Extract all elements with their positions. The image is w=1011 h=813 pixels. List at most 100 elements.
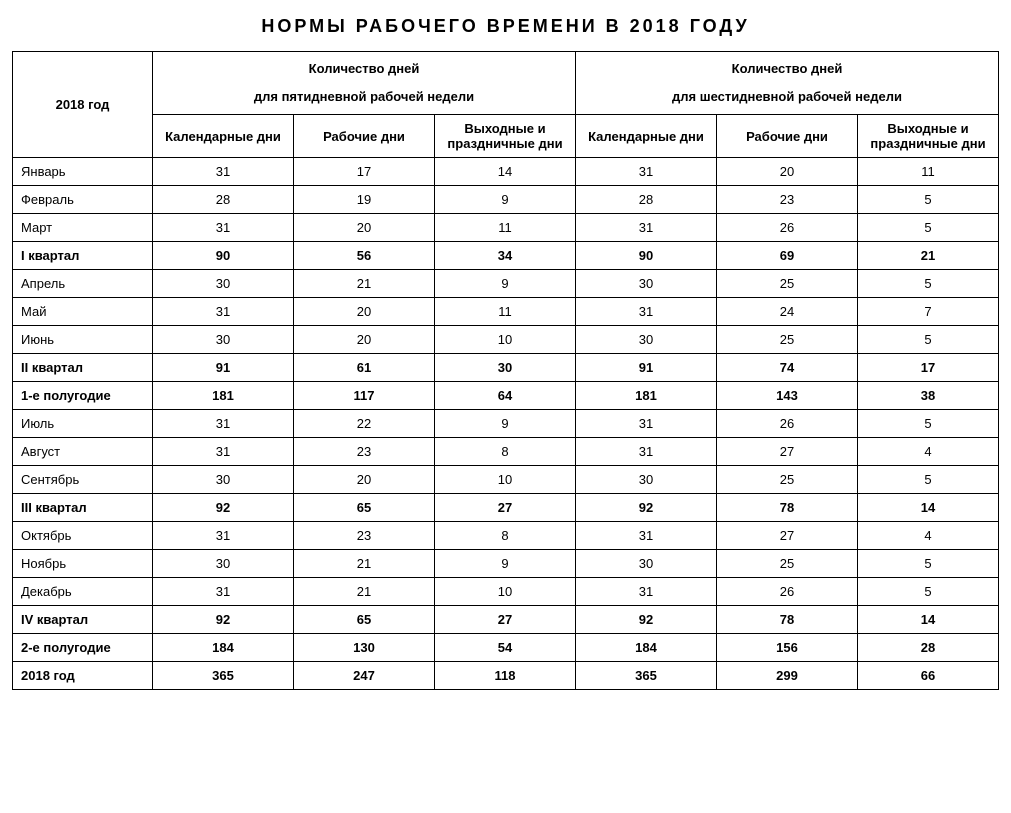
cell-6day-cal: 184: [576, 634, 717, 662]
cell-5day-off: 9: [435, 550, 576, 578]
cell-6day-cal: 30: [576, 466, 717, 494]
cell-6day-cal: 30: [576, 270, 717, 298]
cell-6day-cal: 31: [576, 298, 717, 326]
cell-5day-cal: 92: [153, 494, 294, 522]
cell-5day-work: 17: [294, 158, 435, 186]
row-label: 2018 год: [13, 662, 153, 690]
cell-5day-cal: 184: [153, 634, 294, 662]
cell-5day-off: 54: [435, 634, 576, 662]
cell-6day-cal: 31: [576, 438, 717, 466]
cell-5day-cal: 30: [153, 270, 294, 298]
cell-6day-off: 28: [858, 634, 999, 662]
cell-5day-cal: 31: [153, 522, 294, 550]
cell-5day-cal: 31: [153, 214, 294, 242]
cell-6day-work: 78: [717, 606, 858, 634]
cell-5day-off: 30: [435, 354, 576, 382]
cell-6day-work: 25: [717, 270, 858, 298]
table-row: Июль3122931265: [13, 410, 999, 438]
cell-5day-work: 61: [294, 354, 435, 382]
cell-6day-cal: 28: [576, 186, 717, 214]
cell-5day-work: 65: [294, 606, 435, 634]
cell-6day-off: 21: [858, 242, 999, 270]
cell-5day-work: 20: [294, 326, 435, 354]
header-5day-off: Выходные и праздничные дни: [435, 115, 576, 158]
cell-6day-work: 26: [717, 214, 858, 242]
cell-5day-work: 117: [294, 382, 435, 410]
cell-5day-off: 27: [435, 494, 576, 522]
cell-6day-off: 5: [858, 578, 999, 606]
cell-5day-work: 19: [294, 186, 435, 214]
cell-5day-work: 21: [294, 578, 435, 606]
cell-5day-cal: 91: [153, 354, 294, 382]
cell-6day-off: 5: [858, 466, 999, 494]
row-label: III квартал: [13, 494, 153, 522]
cell-6day-work: 27: [717, 522, 858, 550]
table-row: IV квартал926527927814: [13, 606, 999, 634]
cell-6day-cal: 92: [576, 606, 717, 634]
page-title: НОРМЫ РАБОЧЕГО ВРЕМЕНИ В 2018 ГОДУ: [12, 16, 999, 37]
cell-5day-cal: 31: [153, 158, 294, 186]
cell-5day-cal: 30: [153, 550, 294, 578]
cell-6day-work: 26: [717, 578, 858, 606]
cell-5day-off: 9: [435, 270, 576, 298]
cell-5day-cal: 90: [153, 242, 294, 270]
row-label: 1-е полугодие: [13, 382, 153, 410]
cell-5day-off: 9: [435, 186, 576, 214]
cell-5day-off: 9: [435, 410, 576, 438]
header-group-6day-line2: для шестидневной рабочей недели: [582, 88, 992, 106]
cell-5day-work: 20: [294, 214, 435, 242]
cell-6day-cal: 31: [576, 522, 717, 550]
cell-6day-off: 5: [858, 270, 999, 298]
cell-6day-off: 17: [858, 354, 999, 382]
cell-6day-cal: 181: [576, 382, 717, 410]
cell-5day-work: 21: [294, 550, 435, 578]
cell-6day-off: 38: [858, 382, 999, 410]
cell-5day-off: 118: [435, 662, 576, 690]
cell-6day-off: 5: [858, 326, 999, 354]
cell-5day-off: 10: [435, 466, 576, 494]
cell-6day-off: 14: [858, 494, 999, 522]
cell-6day-work: 299: [717, 662, 858, 690]
row-label: Январь: [13, 158, 153, 186]
table-row: Апрель3021930255: [13, 270, 999, 298]
header-6day-cal: Календарные дни: [576, 115, 717, 158]
table-row: Февраль2819928235: [13, 186, 999, 214]
cell-6day-work: 143: [717, 382, 858, 410]
cell-6day-work: 74: [717, 354, 858, 382]
cell-6day-cal: 365: [576, 662, 717, 690]
table-row: II квартал916130917417: [13, 354, 999, 382]
row-label: Март: [13, 214, 153, 242]
row-label: Апрель: [13, 270, 153, 298]
cell-6day-cal: 31: [576, 158, 717, 186]
cell-6day-cal: 91: [576, 354, 717, 382]
cell-5day-work: 21: [294, 270, 435, 298]
header-6day-off: Выходные и праздничные дни: [858, 115, 999, 158]
cell-6day-work: 23: [717, 186, 858, 214]
row-label: II квартал: [13, 354, 153, 382]
cell-5day-work: 20: [294, 466, 435, 494]
cell-5day-off: 8: [435, 522, 576, 550]
cell-5day-off: 10: [435, 326, 576, 354]
header-group-6day-line1: Количество дней: [582, 60, 992, 78]
cell-6day-cal: 30: [576, 326, 717, 354]
work-time-table: 2018 год Количество дней для пятидневной…: [12, 51, 999, 690]
cell-5day-off: 8: [435, 438, 576, 466]
row-label: Декабрь: [13, 578, 153, 606]
cell-6day-cal: 31: [576, 214, 717, 242]
table-row: 1-е полугодие1811176418114338: [13, 382, 999, 410]
row-label: Июль: [13, 410, 153, 438]
header-5day-work: Рабочие дни: [294, 115, 435, 158]
table-row: Октябрь3123831274: [13, 522, 999, 550]
cell-5day-work: 247: [294, 662, 435, 690]
cell-5day-cal: 28: [153, 186, 294, 214]
cell-5day-off: 11: [435, 214, 576, 242]
table-row: Январь311714312011: [13, 158, 999, 186]
cell-6day-work: 24: [717, 298, 858, 326]
cell-5day-off: 34: [435, 242, 576, 270]
cell-6day-off: 14: [858, 606, 999, 634]
cell-6day-work: 69: [717, 242, 858, 270]
header-group-5day: Количество дней для пятидневной рабочей …: [153, 52, 576, 115]
cell-5day-off: 27: [435, 606, 576, 634]
row-label: Май: [13, 298, 153, 326]
cell-5day-cal: 31: [153, 298, 294, 326]
